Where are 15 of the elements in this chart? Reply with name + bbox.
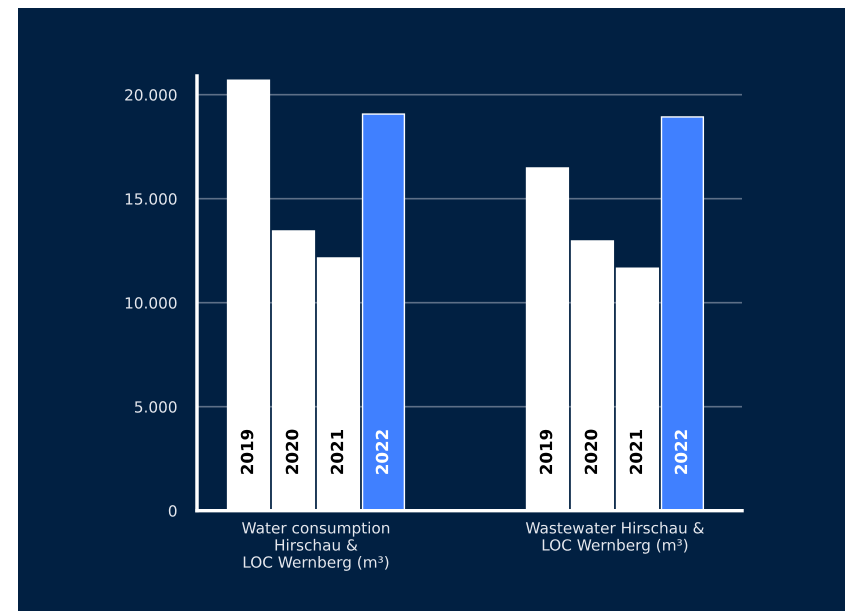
text: 2021 [630,430,642,474]
y-tick-label: 15.000 [126,193,177,205]
y-tick-label: 20.000 [125,89,177,101]
series-label: 2021 [330,430,344,474]
y-tick-label: 5.000 [134,401,177,413]
series-label: 2019 [540,430,552,474]
series-label: 2022 [376,430,388,474]
series-label: 2020 [584,430,598,474]
x-tick-label: Wastewater Hirschau & LOC Wernberg (m³) [526,522,704,554]
text: 2020 [286,430,298,474]
y-tick-label: 10.000 [126,297,177,309]
text: 2019 [240,430,254,474]
y-tick-label: 0 [168,505,177,517]
x-tick-label: Water consumption Hirschau & LOC Wernberg (m³) [242,522,390,571]
text: 2022 [674,430,688,474]
